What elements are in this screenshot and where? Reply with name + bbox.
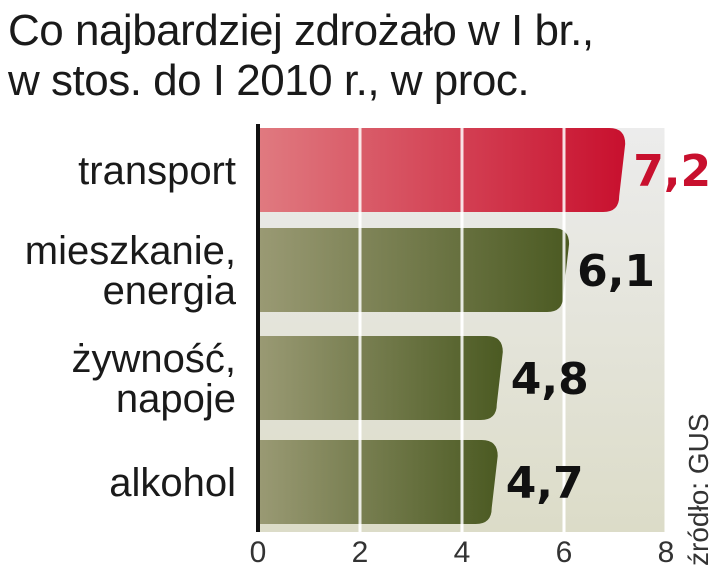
bar-2 bbox=[258, 336, 503, 420]
category-label-2-0: żywność, bbox=[72, 337, 237, 381]
category-label-2-1: napoje bbox=[116, 377, 236, 421]
value-label-0: 7,2 bbox=[633, 146, 711, 197]
category-label-1-1: energia bbox=[103, 269, 237, 313]
x-tick-label-0: 0 bbox=[250, 536, 267, 569]
x-tick-label-2: 4 bbox=[454, 536, 471, 569]
bar-3 bbox=[258, 440, 498, 524]
category-label-3-0: alkohol bbox=[109, 461, 236, 505]
chart-title-line-1: Co najbardziej zdrożało w I br., bbox=[8, 6, 594, 55]
value-label-3: 4,7 bbox=[506, 458, 584, 509]
source-label: źródło: GUS bbox=[683, 414, 714, 567]
x-tick-label-3: 6 bbox=[556, 536, 573, 569]
bar-0 bbox=[258, 128, 626, 212]
category-label-0-0: transport bbox=[78, 149, 236, 193]
value-label-2: 4,8 bbox=[511, 354, 589, 405]
chart-title-line-2: w stos. do I 2010 r., w proc. bbox=[8, 56, 530, 105]
category-label-1-0: mieszkanie, bbox=[25, 229, 236, 273]
x-tick-label-4: 8 bbox=[658, 536, 675, 569]
bar-1 bbox=[258, 228, 570, 312]
chart-title: Co najbardziej zdrożało w I br., w stos.… bbox=[8, 6, 668, 106]
x-tick-label-1: 2 bbox=[352, 536, 369, 569]
value-label-1: 6,1 bbox=[577, 246, 655, 297]
